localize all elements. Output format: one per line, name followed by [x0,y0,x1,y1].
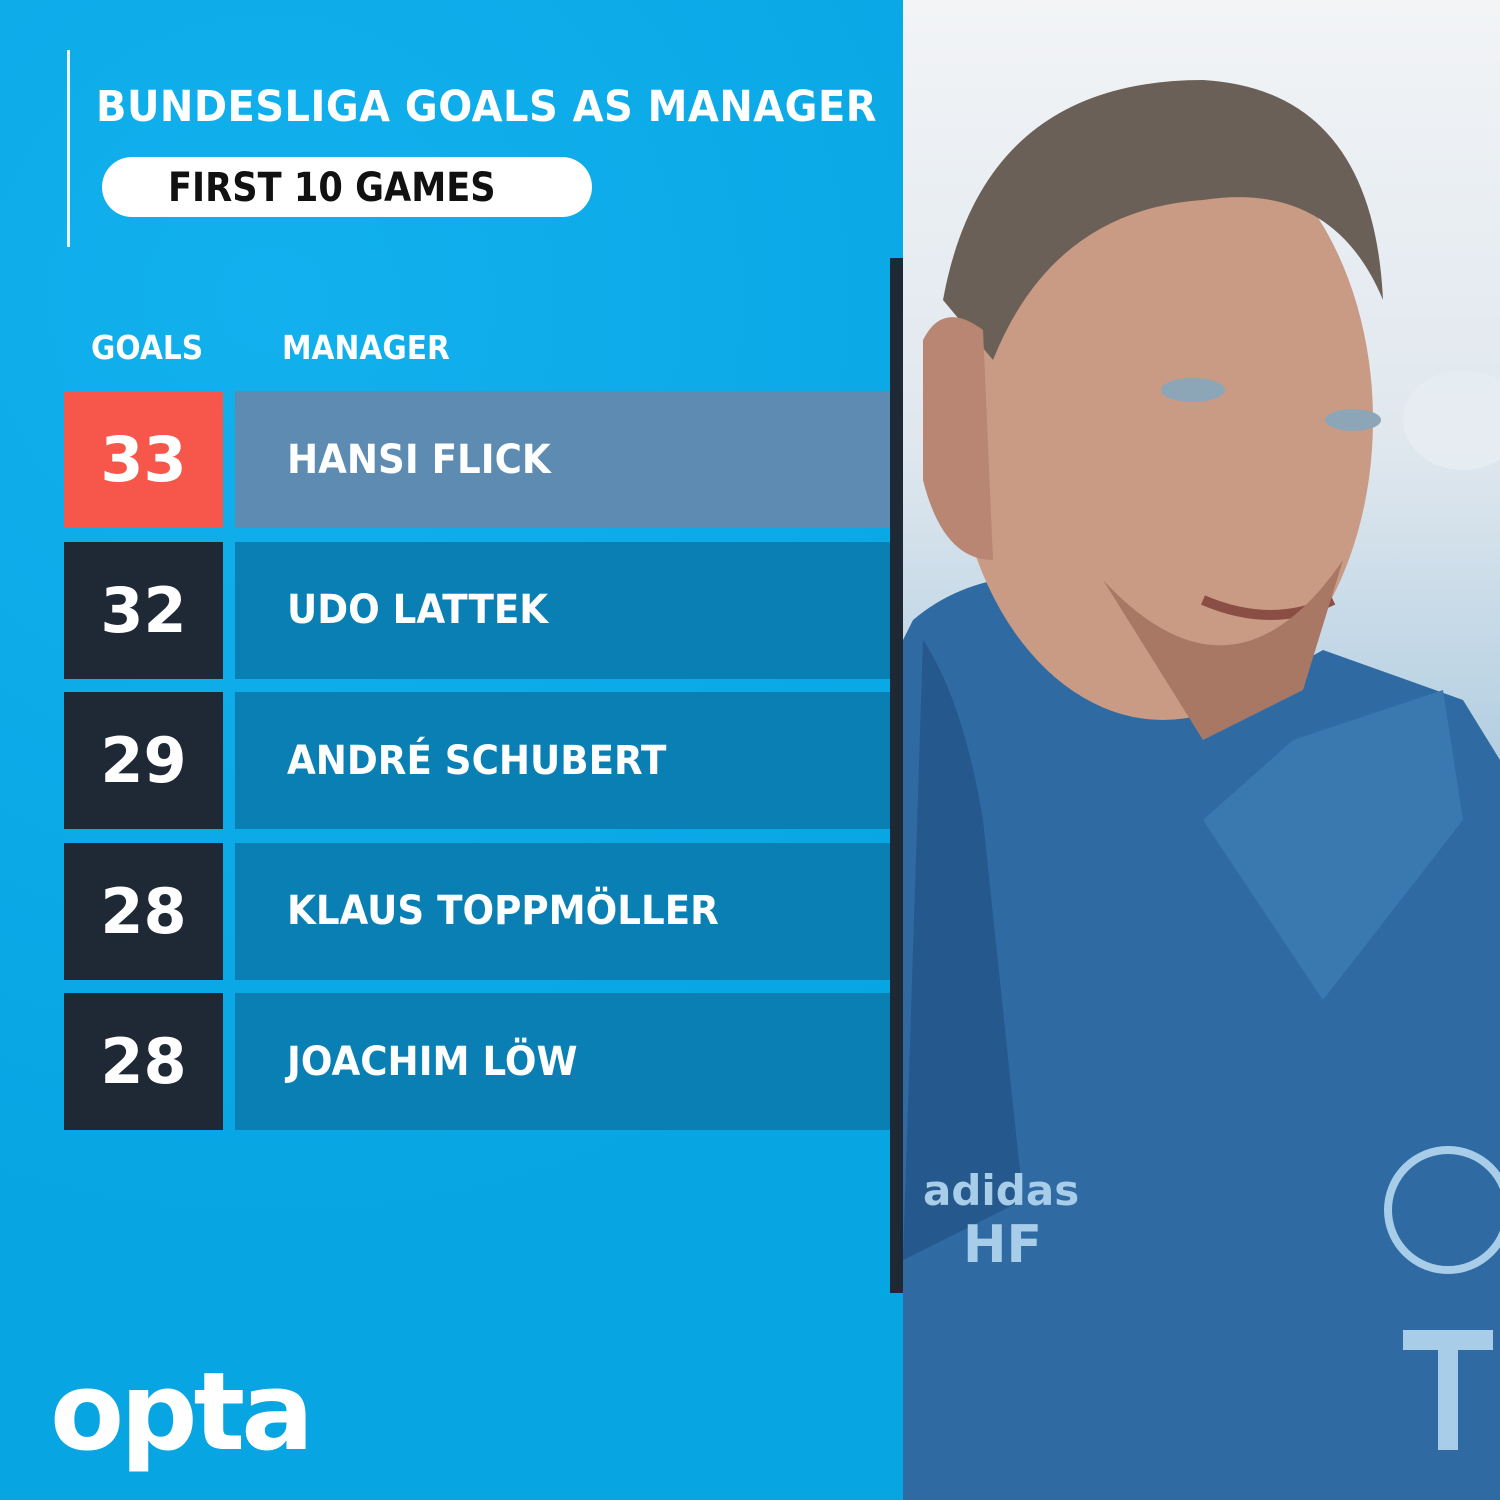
column-header-goals: GOALS [91,328,204,367]
manager-name: HANSI FLICK [287,436,551,483]
table-row: 33 HANSI FLICK [64,391,890,528]
subtitle-pill: FIRST 10 GAMES [102,157,592,217]
column-header-manager: MANAGER [282,328,450,367]
opta-logo: opta [50,1350,314,1475]
manager-photo: adidas HF [903,0,1500,1500]
manager-name: KLAUS TOPPMÖLLER [287,888,719,934]
sponsor-logo-icon [1403,1330,1493,1450]
jacket-initials: HF [963,1215,1042,1275]
goals-value: 33 [64,391,223,528]
table-row: 29 ANDRÉ SCHUBERT [64,692,890,829]
manager-cell: HANSI FLICK [235,391,890,528]
goals-value: 29 [64,692,223,829]
goals-value: 32 [64,541,223,679]
table-row: 28 KLAUS TOPPMÖLLER [64,842,890,980]
manager-name: UDO LATTEK [287,587,549,633]
goals-value: 28 [64,842,223,980]
manager-cell: KLAUS TOPPMÖLLER [235,842,890,980]
adidas-logo: adidas [923,1166,1079,1215]
manager-cell: ANDRÉ SCHUBERT [235,692,890,829]
subtitle: FIRST 10 GAMES [168,165,496,211]
title-accent-line [67,50,70,247]
manager-name: JOACHIM LÖW [287,1038,578,1085]
club-crest-icon [1384,1146,1500,1274]
manager-cell: JOACHIM LÖW [235,993,890,1130]
manager-cell: UDO LATTEK [235,541,890,679]
page-title: BUNDESLIGA GOALS AS MANAGER [96,82,878,132]
goals-value: 28 [64,993,223,1130]
manager-name: ANDRÉ SCHUBERT [287,737,667,784]
table-row: 28 JOACHIM LÖW [64,993,890,1130]
table-row: 32 UDO LATTEK [64,541,890,679]
